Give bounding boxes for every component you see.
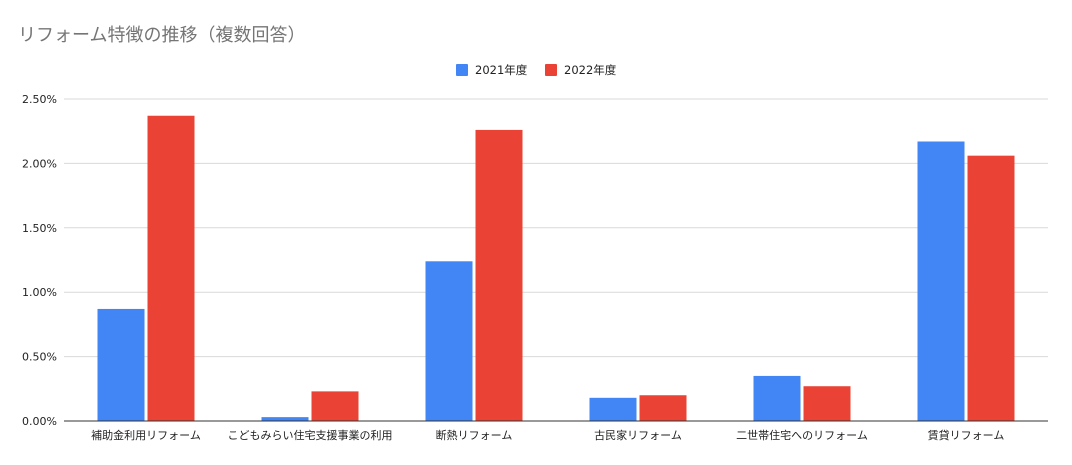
x-tick-label: 古民家リフォーム: [594, 428, 682, 442]
x-tick-label: 断熱リフォーム: [436, 428, 513, 442]
bar-2021-4: [753, 375, 801, 421]
bar-2021-5: [917, 141, 965, 421]
bar-2022-2: [475, 129, 523, 422]
bar-2022-5: [967, 155, 1015, 421]
x-tick-label: 賃貸リフォーム: [928, 428, 1005, 442]
x-tick-label: こどもみらい住宅支援事業の利用: [228, 428, 393, 442]
y-tick-label: 1.00%: [22, 286, 57, 299]
bar-2021-2: [425, 261, 473, 421]
bar-2021-0: [97, 308, 145, 421]
y-tick-label: 0.00%: [22, 415, 57, 428]
gridlines: [64, 98, 1048, 358]
bar-2022-4: [803, 386, 851, 421]
y-tick-label: 1.50%: [22, 222, 57, 235]
legend-label-2022: 2022年度: [564, 63, 617, 77]
y-tick-label: 2.50%: [22, 93, 57, 106]
bar-2021-1: [261, 417, 309, 421]
y-tick-label: 0.50%: [22, 351, 57, 364]
x-axis-ticks: 補助金利用リフォーム こどもみらい住宅支援事業の利用 断熱リフォーム 古民家リフォーム…: [91, 428, 1004, 442]
y-axis-ticks: 0.00% 0.50% 1.00% 1.50% 2.00% 2.50%: [22, 93, 57, 428]
bar-2022-1: [311, 391, 359, 421]
chart-title: リフォーム特徴の推移（複数回答）: [18, 25, 305, 46]
legend: 2021年度 2022年度: [456, 63, 617, 77]
legend-swatch-2021: [456, 64, 468, 76]
legend-swatch-2022: [545, 64, 557, 76]
bar-2022-3: [639, 395, 687, 421]
x-tick-label: 補助金利用リフォーム: [91, 428, 201, 442]
bar-2022-0: [147, 115, 195, 421]
bars: [97, 115, 1015, 422]
bar-2021-3: [589, 397, 637, 421]
y-tick-label: 2.00%: [22, 157, 57, 170]
x-tick-label: 二世帯住宅へのリフォーム: [736, 428, 868, 442]
legend-label-2021: 2021年度: [475, 63, 528, 77]
